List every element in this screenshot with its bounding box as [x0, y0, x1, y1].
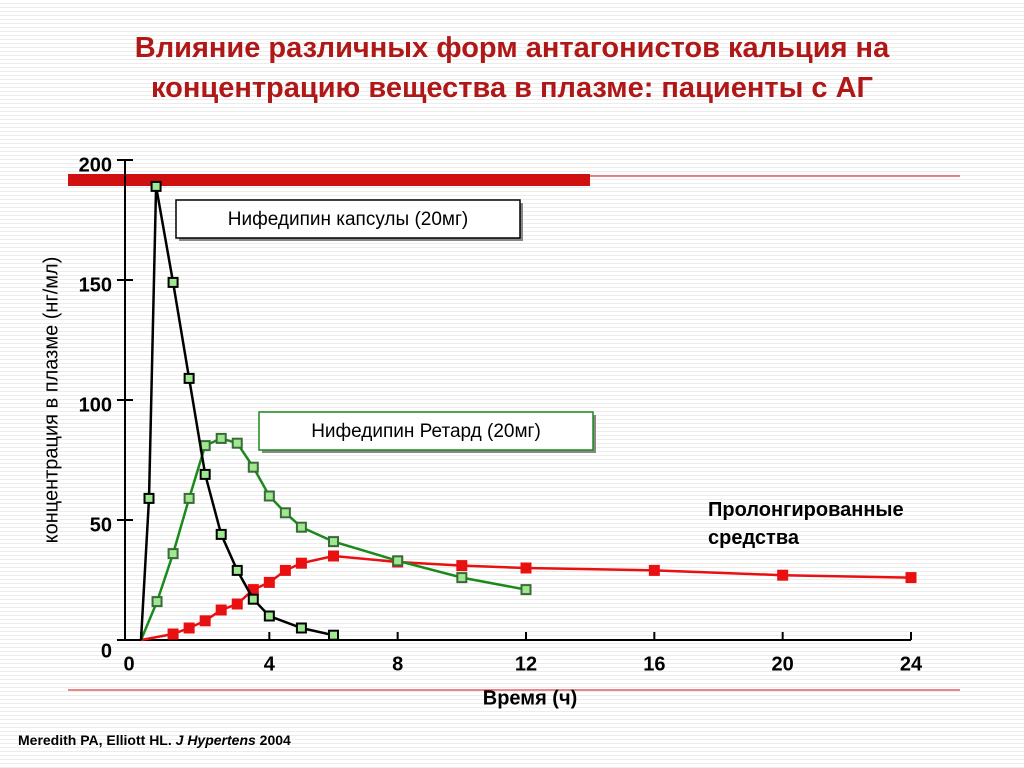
x-axis-label: Время (ч)	[483, 687, 577, 709]
marker	[183, 622, 195, 634]
marker	[199, 468, 211, 480]
marker	[328, 629, 339, 641]
source-year: 2004	[255, 732, 291, 748]
y-tick-label: 100	[79, 394, 112, 416]
marker	[231, 598, 243, 610]
chart-title: Влияние различных форм антагонистов каль…	[134, 32, 890, 104]
marker	[295, 622, 307, 634]
marker	[231, 564, 243, 576]
label-box	[258, 411, 594, 451]
marker	[183, 372, 195, 384]
marker	[279, 564, 291, 576]
y-tick-label: 200	[79, 154, 112, 176]
marker	[777, 569, 789, 581]
y-tick-label: 150	[79, 274, 112, 296]
marker	[520, 562, 532, 574]
marker	[905, 572, 917, 584]
source: Meredith PA, Elliott HL. J Hypertens 200…	[18, 732, 291, 748]
marker	[247, 593, 259, 605]
x-tick-label: 20	[772, 653, 794, 675]
marker	[215, 432, 227, 444]
marker	[279, 507, 291, 519]
marker	[215, 604, 227, 616]
x-tick-label: 4	[264, 653, 276, 675]
series-label: Нифедипин Ретард (20мг)	[311, 421, 541, 442]
x-tick-label: 24	[900, 653, 923, 675]
x-tick-label: 0	[123, 653, 134, 675]
marker	[520, 584, 532, 596]
decor-band	[68, 174, 590, 186]
marker	[263, 490, 275, 502]
marker	[328, 536, 339, 548]
marker	[167, 628, 179, 640]
marker	[151, 596, 163, 608]
marker	[143, 492, 155, 504]
marker	[167, 276, 179, 288]
label-box	[175, 199, 521, 239]
marker	[263, 576, 275, 588]
marker	[231, 437, 243, 449]
marker	[456, 572, 468, 584]
series-label: Нифедипин капсулы (20мг)	[228, 209, 468, 230]
marker	[183, 492, 195, 504]
marker	[199, 615, 211, 627]
marker	[247, 461, 259, 473]
marker	[263, 610, 275, 622]
marker	[392, 555, 404, 567]
y-tick-label: 50	[90, 514, 112, 536]
source-authors: Meredith PA, Elliott HL.	[18, 732, 176, 748]
marker	[295, 521, 307, 533]
y-axis-label: концентрация в плазме (нг/мл)	[40, 257, 62, 544]
y-tick-label: 0	[101, 640, 112, 662]
marker	[150, 180, 162, 192]
source-journal: J Hypertens	[175, 732, 256, 748]
x-tick-label: 8	[392, 653, 403, 675]
series-label: Пролонгированные средства	[708, 499, 904, 549]
marker	[295, 557, 307, 569]
marker	[215, 528, 227, 540]
marker	[456, 560, 468, 572]
x-tick-label: 12	[515, 653, 537, 675]
marker	[167, 548, 179, 560]
x-tick-label: 16	[643, 653, 665, 675]
marker	[648, 564, 660, 576]
marker	[328, 550, 339, 562]
